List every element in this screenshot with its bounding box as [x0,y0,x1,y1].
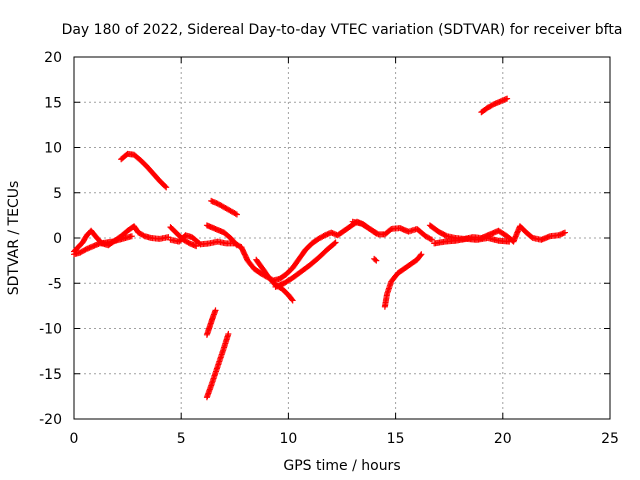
y-tick-label: 0 [53,231,62,247]
data-point [429,236,436,243]
y-tick-label: -5 [48,276,62,292]
data-point-fill [233,241,240,248]
data-point [504,95,511,102]
data-point-fill [427,236,434,243]
x-tick-label: 15 [387,431,405,447]
grid [74,57,610,419]
y-tick-label: -10 [39,322,62,338]
y-axis-label: SDTVAR / TECUs [6,181,22,296]
data-point-fill [232,210,239,217]
series-arc-mid-3 [349,218,436,243]
series-arc-upper-2 [203,222,240,249]
data-point-fill [417,252,424,259]
x-tick-label: 0 [70,431,79,447]
series-arc-drop-1 [381,251,425,310]
data-point [128,233,135,240]
series-arc-high-3 [478,95,511,116]
y-tick-label: 10 [44,141,62,157]
data-point-fill [288,296,295,303]
series-arc-mid-2 [167,224,200,250]
data-point [233,242,240,249]
chart-title: Day 180 of 2022, Sidereal Day-to-day VTE… [62,22,623,38]
series-arc-main-2 [71,233,135,258]
data-point [212,307,219,314]
series-arc-low-1 [203,307,219,338]
data-point [373,257,380,264]
series-arc-low-2 [203,330,232,401]
data-point [163,184,170,191]
series-arc-high-1 [118,150,170,191]
y-tick-label: 15 [44,95,62,111]
axis-ticks: 0 5 10 15 20 25 -20 -15 -10 -5 0 5 10 15 20 [39,50,619,447]
series-arc-high-2 [208,197,240,218]
data-point-fill [442,232,449,239]
data-point [332,239,339,246]
data-point-fill [372,256,379,263]
data-point [193,243,200,250]
series-arc-dip-1 [238,218,380,284]
data-point [418,251,425,258]
series-arc-dip-3 [272,239,339,290]
x-tick-label: 20 [494,431,512,447]
data-point [289,297,296,304]
data-point [506,238,513,245]
series-arc-mid-5 [431,235,513,247]
series-arc-single-1 [371,255,380,264]
data-point-fill [162,183,169,190]
data-point [225,330,232,337]
y-tick-label: 20 [44,50,62,66]
data-point-fill [331,240,338,247]
x-tick-label: 25 [601,431,619,447]
y-tick-label: 5 [53,186,62,202]
y-tick-label: -15 [39,367,62,383]
data-point [561,229,568,236]
x-tick-label: 10 [279,431,297,447]
x-axis-label: GPS time / hours [283,458,400,474]
x-tick-label: 5 [177,431,186,447]
data-point [233,211,240,218]
y-tick-label: -20 [39,412,62,428]
data-points [71,95,568,401]
